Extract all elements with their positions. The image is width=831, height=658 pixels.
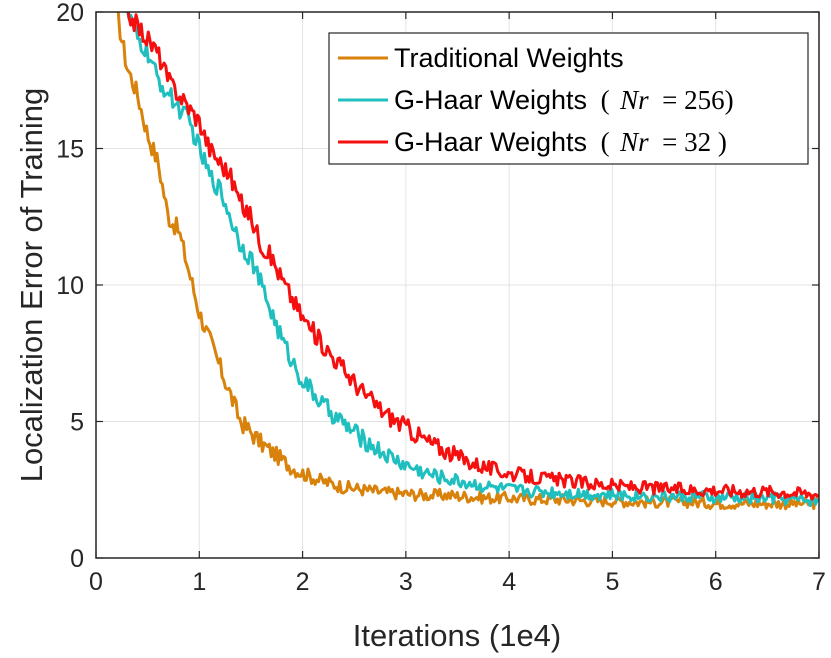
legend-label-ghaar-32-var: Nr (619, 127, 649, 157)
series-lines (116, 12, 819, 511)
y-tick-label: 0 (70, 545, 84, 573)
x-tick-label: 4 (502, 568, 516, 596)
legend-box (328, 32, 809, 165)
legend-label-traditional: Traditional Weights (394, 43, 624, 73)
x-tick-label: 0 (89, 568, 103, 596)
y-axis-label: Localization Error of Training (14, 88, 49, 483)
y-tick-label: 15 (56, 136, 84, 164)
y-tick-label: 20 (56, 0, 84, 27)
legend-label-ghaar-32-rest: = 32 ) (662, 127, 727, 157)
legend-label-ghaar-32-text: G-Haar Weights (394, 127, 587, 157)
x-tick-label: 7 (812, 568, 826, 596)
legend-label-ghaar-32: G-Haar Weights ( Nr = 32 ) (394, 127, 727, 157)
series-line-2 (126, 12, 819, 501)
x-tick-label: 1 (192, 568, 206, 596)
series-line-0 (116, 12, 819, 511)
legend: Traditional Weights G-Haar Weights ( Nr … (328, 32, 809, 165)
y-tick-label: 10 (56, 272, 84, 300)
legend-label-ghaar-256: G-Haar Weights ( Nr = 256) (394, 85, 734, 115)
legend-label-ghaar-32-open: ( (601, 127, 610, 157)
x-tick-label: 3 (399, 568, 413, 596)
axis-ticks: 0 1 2 3 4 5 6 7 0 5 10 15 20 (56, 0, 826, 596)
x-tick-label: 6 (709, 568, 723, 596)
x-axis-label: Iterations (1e4) (353, 618, 562, 653)
legend-label-ghaar-256-text: G-Haar Weights (394, 85, 587, 115)
legend-label-ghaar-256-rest: = 256) (662, 85, 733, 115)
legend-label-ghaar-256-var: Nr (619, 85, 649, 115)
x-tick-label: 5 (605, 568, 619, 596)
y-tick-label: 5 (70, 409, 84, 437)
x-tick-label: 2 (296, 568, 310, 596)
legend-label-ghaar-256-open: ( (601, 85, 610, 115)
series-line-1 (124, 12, 819, 508)
